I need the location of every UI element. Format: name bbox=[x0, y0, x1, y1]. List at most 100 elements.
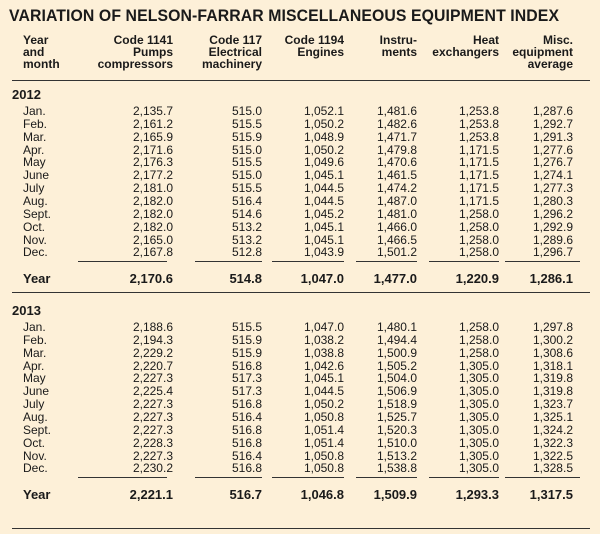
month-label: Feb. bbox=[23, 116, 48, 131]
cell-misc-average: 1,324.2 bbox=[532, 422, 573, 437]
bottom-rule bbox=[12, 528, 590, 529]
cell-instruments: 1,510.0 bbox=[376, 435, 417, 450]
cell-instruments: 1,481.6 bbox=[376, 104, 417, 118]
cell-code-1194: 1,045.2 bbox=[303, 206, 344, 221]
cell-code-1141: 2,182.0 bbox=[132, 193, 173, 208]
total-label: Year bbox=[23, 271, 51, 287]
header-code-1194: Code 1194 Engines bbox=[284, 33, 344, 59]
cell-misc-average: 1,277.6 bbox=[532, 142, 573, 157]
cell-heat-exchangers: 1,258.0 bbox=[458, 245, 499, 260]
cell-code-1141: 2,182.0 bbox=[132, 219, 173, 234]
cell-heat-exchangers: 1,258.0 bbox=[458, 206, 499, 221]
cell-code-1194: 1,050.2 bbox=[303, 397, 344, 412]
section-divider bbox=[12, 292, 590, 294]
table-row: Nov. 2,227.3 516.4 1,050.8 1,513.2 1,305.0 1,3… bbox=[0, 449, 600, 463]
cell-instruments: 1,471.7 bbox=[376, 129, 417, 144]
cell-heat-exchangers: 1,305.0 bbox=[458, 461, 499, 476]
total-instruments: 1,509.9 bbox=[373, 487, 417, 503]
month-label: June bbox=[23, 168, 50, 183]
cell-instruments: 1,474.2 bbox=[376, 181, 417, 196]
cell-misc-average: 1,289.6 bbox=[532, 232, 573, 247]
cell-code-1194: 1,038.2 bbox=[303, 332, 344, 347]
cell-heat-exchangers: 1,305.0 bbox=[458, 435, 499, 450]
cell-code-117: 516.4 bbox=[231, 193, 262, 208]
sum-rule bbox=[505, 261, 580, 263]
cell-heat-exchangers: 1,258.0 bbox=[458, 320, 499, 334]
total-heat-exchangers: 1,220.9 bbox=[455, 271, 499, 287]
cell-misc-average: 1,325.1 bbox=[532, 409, 573, 424]
sum-rule bbox=[356, 477, 417, 479]
cell-code-1141: 2,177.2 bbox=[132, 168, 173, 183]
sum-rule bbox=[272, 477, 344, 479]
sum-rule bbox=[78, 261, 167, 263]
header-instruments: Instru- ments bbox=[379, 33, 417, 59]
cell-instruments: 1,482.6 bbox=[376, 116, 417, 131]
cell-code-1194: 1,045.1 bbox=[303, 371, 344, 386]
total-misc-average: 1,286.1 bbox=[529, 271, 573, 287]
cell-code-1194: 1,044.5 bbox=[303, 181, 344, 196]
cell-heat-exchangers: 1,258.0 bbox=[458, 345, 499, 360]
header-code-1141: Code 1141 Pumps compressors bbox=[97, 33, 173, 71]
cell-code-1194: 1,050.2 bbox=[303, 142, 344, 157]
month-label: Apr. bbox=[23, 358, 45, 373]
cell-misc-average: 1,297.8 bbox=[532, 320, 573, 334]
cell-code-1141: 2,181.0 bbox=[132, 181, 173, 196]
month-label: Aug. bbox=[23, 409, 48, 424]
month-label: July bbox=[23, 181, 45, 196]
sum-rule bbox=[505, 477, 580, 479]
total-code-117: 514.8 bbox=[229, 271, 262, 287]
cell-misc-average: 1,323.7 bbox=[532, 397, 573, 412]
cell-heat-exchangers: 1,253.8 bbox=[458, 116, 499, 131]
month-label: May bbox=[23, 371, 46, 386]
cell-heat-exchangers: 1,305.0 bbox=[458, 397, 499, 412]
month-label: Sept. bbox=[23, 422, 52, 437]
cell-code-117: 515.0 bbox=[231, 142, 262, 157]
cell-code-117: 515.5 bbox=[231, 320, 262, 334]
cell-code-1194: 1,050.2 bbox=[303, 116, 344, 131]
cell-code-1194: 1,047.0 bbox=[303, 320, 344, 334]
cell-code-117: 514.6 bbox=[231, 206, 262, 221]
table-row: Mar. 2,229.2 515.9 1,038.8 1,500.9 1,258.0 1,3… bbox=[0, 346, 600, 360]
month-label: May bbox=[23, 155, 46, 170]
header-divider bbox=[12, 80, 590, 81]
cell-code-117: 516.8 bbox=[231, 461, 262, 476]
table-row: Aug. 2,182.0 516.4 1,044.5 1,487.0 1,171.5 1,2… bbox=[0, 194, 600, 208]
month-label: Jan. bbox=[23, 104, 46, 118]
table-row: May 2,227.3 517.3 1,045.1 1,504.0 1,305.0 1,31… bbox=[0, 371, 600, 385]
cell-instruments: 1,470.6 bbox=[376, 155, 417, 170]
cell-instruments: 1,505.2 bbox=[376, 358, 417, 373]
cell-heat-exchangers: 1,258.0 bbox=[458, 332, 499, 347]
year-total-row: Year 2,221.1 516.7 1,046.8 1,509.9 1,293.3 1,3… bbox=[0, 487, 600, 503]
cell-misc-average: 1,296.7 bbox=[532, 245, 573, 260]
table-row: Apr. 2,220.7 516.8 1,042.6 1,505.2 1,305.0 1,3… bbox=[0, 359, 600, 373]
table-row: Nov. 2,165.0 513.2 1,045.1 1,466.5 1,258.0 1,2… bbox=[0, 233, 600, 247]
table-row: May 2,176.3 515.5 1,049.6 1,470.6 1,171.5 1,27… bbox=[0, 155, 600, 169]
cell-heat-exchangers: 1,305.0 bbox=[458, 409, 499, 424]
cell-misc-average: 1,319.8 bbox=[532, 371, 573, 386]
total-code-1194: 1,046.8 bbox=[300, 487, 344, 503]
total-code-117: 516.7 bbox=[229, 487, 262, 503]
cell-code-1194: 1,049.6 bbox=[303, 155, 344, 170]
sum-rule bbox=[195, 261, 262, 263]
cell-instruments: 1,513.2 bbox=[376, 448, 417, 463]
table-row: June 2,225.4 517.3 1,044.5 1,506.9 1,305.0 1,3… bbox=[0, 384, 600, 398]
cell-code-1194: 1,038.8 bbox=[303, 345, 344, 360]
cell-code-1194: 1,044.5 bbox=[303, 384, 344, 399]
total-code-1141: 2,221.1 bbox=[129, 487, 173, 503]
cell-heat-exchangers: 1,253.8 bbox=[458, 129, 499, 144]
cell-code-1141: 2,227.3 bbox=[132, 397, 173, 412]
month-label: Oct. bbox=[23, 219, 46, 234]
header-heat-exchangers: Heat exchangers bbox=[432, 33, 499, 59]
cell-instruments: 1,494.4 bbox=[376, 332, 417, 347]
cell-heat-exchangers: 1,305.0 bbox=[458, 371, 499, 386]
month-label: Mar. bbox=[23, 345, 47, 360]
month-label: June bbox=[23, 384, 50, 399]
cell-code-117: 515.9 bbox=[231, 332, 262, 347]
month-label: July bbox=[23, 397, 45, 412]
cell-instruments: 1,466.5 bbox=[376, 232, 417, 247]
table-row: Jan. 2,188.6 515.5 1,047.0 1,480.1 1,258.0 1,2… bbox=[0, 320, 600, 334]
total-heat-exchangers: 1,293.3 bbox=[455, 487, 499, 503]
month-label: Apr. bbox=[23, 142, 45, 157]
cell-code-1194: 1,042.6 bbox=[303, 358, 344, 373]
